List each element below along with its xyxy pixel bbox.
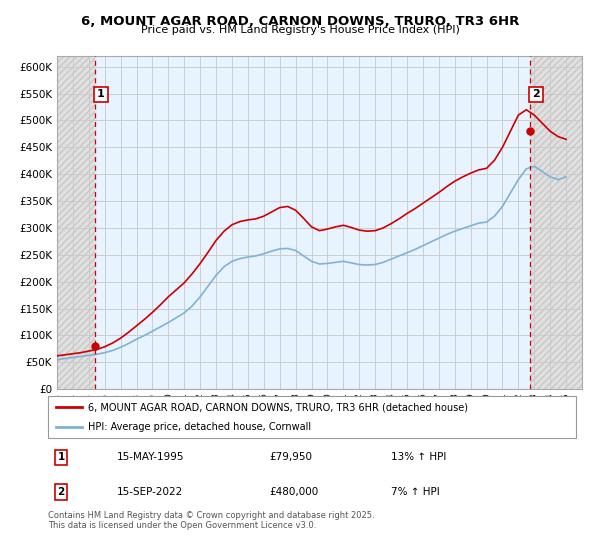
Text: 6, MOUNT AGAR ROAD, CARNON DOWNS, TRURO, TR3 6HR: 6, MOUNT AGAR ROAD, CARNON DOWNS, TRURO,… xyxy=(81,15,519,27)
Text: £480,000: £480,000 xyxy=(270,487,319,497)
FancyBboxPatch shape xyxy=(48,396,576,438)
Bar xyxy=(57,56,95,389)
Text: £79,950: £79,950 xyxy=(270,452,313,462)
Text: 1: 1 xyxy=(97,89,105,99)
Text: 15-MAY-1995: 15-MAY-1995 xyxy=(116,452,184,462)
Bar xyxy=(57,56,95,389)
Text: 7% ↑ HPI: 7% ↑ HPI xyxy=(391,487,440,497)
Text: HPI: Average price, detached house, Cornwall: HPI: Average price, detached house, Corn… xyxy=(88,422,311,432)
Text: 1: 1 xyxy=(58,452,65,462)
Text: Contains HM Land Registry data © Crown copyright and database right 2025.
This d: Contains HM Land Registry data © Crown c… xyxy=(48,511,374,530)
Text: 15-SEP-2022: 15-SEP-2022 xyxy=(116,487,183,497)
Text: 13% ↑ HPI: 13% ↑ HPI xyxy=(391,452,446,462)
Bar xyxy=(530,56,582,389)
Text: 2: 2 xyxy=(58,487,65,497)
Text: Price paid vs. HM Land Registry's House Price Index (HPI): Price paid vs. HM Land Registry's House … xyxy=(140,25,460,35)
Bar xyxy=(95,56,530,389)
Text: 6, MOUNT AGAR ROAD, CARNON DOWNS, TRURO, TR3 6HR (detached house): 6, MOUNT AGAR ROAD, CARNON DOWNS, TRURO,… xyxy=(88,402,467,412)
Text: 2: 2 xyxy=(532,89,540,99)
Bar xyxy=(530,56,582,389)
